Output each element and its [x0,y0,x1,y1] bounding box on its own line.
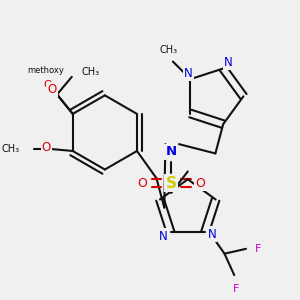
Text: S: S [166,176,177,191]
Text: O: O [137,177,147,190]
Text: N: N [208,228,216,241]
Text: F: F [233,284,239,294]
Text: O: O [48,83,57,96]
Text: O: O [42,141,51,154]
Text: O: O [196,177,206,190]
Text: methoxy: methoxy [27,67,64,76]
Text: O: O [43,80,52,90]
Text: CH₃: CH₃ [82,67,100,77]
Text: N: N [158,230,167,243]
Text: F: F [254,244,261,254]
Text: CH₃: CH₃ [2,144,20,154]
Text: N: N [184,67,193,80]
Text: N: N [166,146,177,158]
Text: N: N [224,56,233,69]
Text: CH₃: CH₃ [160,45,178,55]
